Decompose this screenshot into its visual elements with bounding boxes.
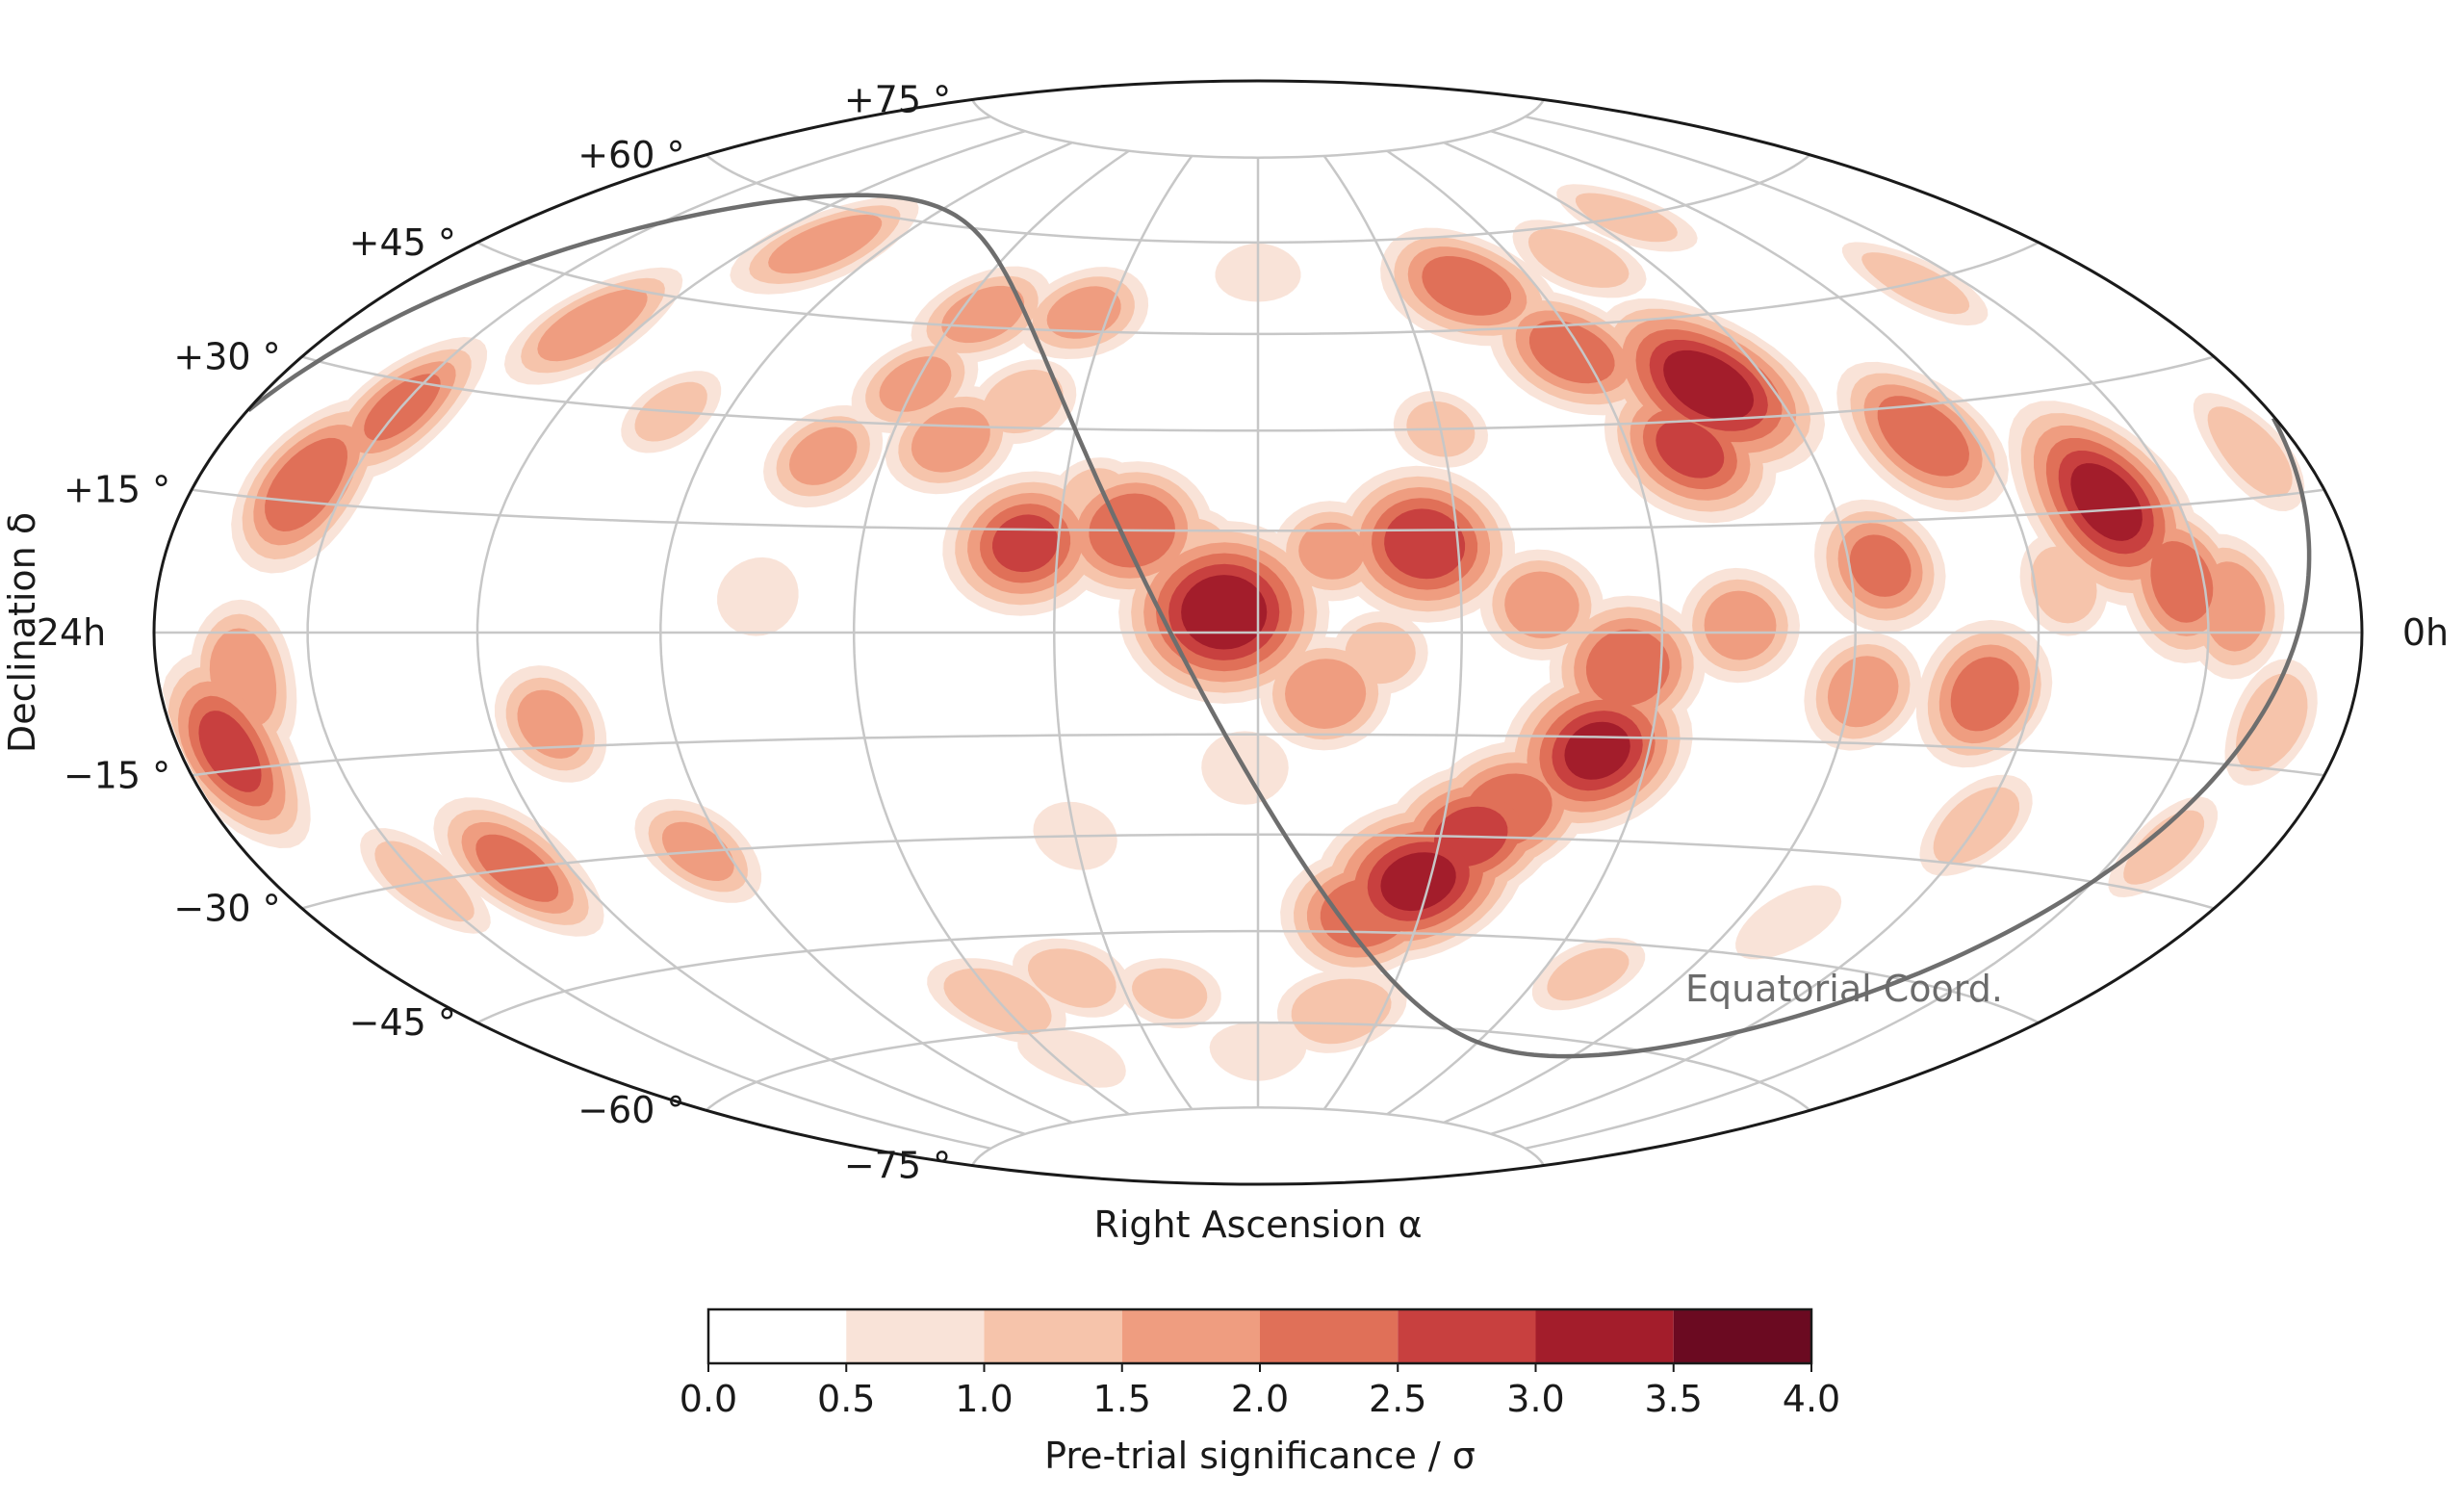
hotspot-blob — [2031, 546, 2097, 624]
colorbar-label: Pre-trial significance / σ — [1044, 1435, 1476, 1477]
dec-tick-label: +60 ° — [578, 134, 684, 176]
dec-tick-label: −45 ° — [349, 1001, 456, 1044]
dec-tick-label: +75 ° — [844, 79, 951, 121]
declination-tick-labels: +75 ° +60 ° +45 ° +30 ° +15 ° −15 ° −30 ° −45 °… — [64, 79, 951, 1187]
dec-tick-label: −60 ° — [578, 1089, 684, 1131]
colorbar-segment — [708, 1309, 847, 1363]
colorbar-segment — [1398, 1309, 1536, 1363]
grid-meridian — [1490, 130, 2040, 1135]
grid-meridian — [475, 130, 1026, 1135]
hotspot-blob — [1380, 852, 1456, 912]
colorbar-tick-label: 0.5 — [817, 1378, 875, 1420]
hotspot-blob — [1028, 948, 1116, 1008]
dec-tick-label: +15 ° — [64, 469, 170, 511]
hotspot-blob — [2070, 463, 2143, 541]
hotspot-blob — [1527, 228, 1630, 288]
grid-meridian — [1322, 155, 1463, 1110]
significance-heatmap — [162, 184, 2318, 1088]
colorbar-tick-label: 3.5 — [1645, 1378, 1703, 1420]
hotspot-blob — [983, 369, 1064, 434]
colorbar-segment — [846, 1309, 985, 1363]
colorbar-segment — [1673, 1309, 1811, 1363]
hotspot-blob — [717, 556, 799, 636]
hotspot-blob — [1950, 657, 2019, 732]
hotspot-blob — [1547, 947, 1630, 1001]
hotspot-blob — [1663, 349, 1755, 421]
hotspot-blob — [1291, 978, 1392, 1045]
colorbar-tick-label: 4.0 — [1783, 1378, 1840, 1420]
hotspot-blob — [2201, 561, 2266, 652]
hotspot-blob — [1528, 321, 1615, 384]
hotspot-blob — [517, 689, 583, 759]
hotspot-blob — [911, 406, 990, 473]
hotspot-blob — [1849, 534, 1912, 597]
y-axis-label: Declination δ — [1, 512, 43, 753]
hotspot-blob — [1827, 656, 1899, 728]
hotspot-blob — [2236, 673, 2308, 772]
hotspot-blob — [789, 427, 858, 485]
grid-meridian — [1443, 141, 1857, 1125]
hotspot-blob — [265, 437, 347, 531]
hotspot-blob — [1181, 575, 1268, 650]
sky-boundary — [152, 79, 2364, 1186]
hotspot-blob — [1877, 396, 1969, 477]
colorbar-segment — [1260, 1309, 1399, 1363]
hotspot-blob — [198, 711, 262, 792]
hotspot-blob — [1585, 629, 1670, 707]
dec-tick-label: −15 ° — [64, 754, 170, 796]
hotspot-blob — [1384, 508, 1466, 580]
galactic-plane-curve — [246, 193, 2312, 1059]
hotspot-blob — [1704, 590, 1777, 660]
hotspot-blob — [1345, 622, 1416, 685]
hotspot-blob — [1298, 522, 1365, 580]
ra-left-label: 24h — [37, 611, 106, 654]
grid-meridian — [1386, 149, 1664, 1116]
hotspot-blob — [2207, 406, 2293, 498]
colorbar-tick-label: 2.5 — [1369, 1378, 1426, 1420]
colorbar-segment — [984, 1309, 1122, 1363]
hotspot-blob — [1656, 420, 1725, 479]
x-axis-label: Right Ascension α — [1093, 1203, 1422, 1246]
hotspot-blob — [1422, 256, 1512, 316]
ra-right-label: 0h — [2402, 611, 2449, 654]
grid-meridian — [659, 141, 1073, 1125]
colorbar-tick-label: 1.5 — [1093, 1378, 1151, 1420]
colorbar-tick-label: 2.0 — [1231, 1378, 1289, 1420]
colorbar-segment — [1121, 1309, 1260, 1363]
coordinate-grid — [154, 98, 2362, 1167]
colorbar-tick-label: 3.0 — [1506, 1378, 1564, 1420]
hotspot-blob — [1285, 659, 1367, 729]
grid-meridian — [1525, 115, 2210, 1151]
grid-meridian — [306, 115, 991, 1151]
hotspot-blob — [2123, 810, 2205, 885]
hotspot-blob — [768, 214, 883, 274]
hotspot-blob — [1046, 286, 1121, 339]
colorbar-tick-label: 1.0 — [955, 1378, 1013, 1420]
hotspot-blob — [2150, 541, 2214, 623]
coordinate-note: Equatorial Coord. — [1685, 968, 2003, 1010]
hotspot-blob — [1504, 571, 1579, 638]
dec-tick-label: +30 ° — [173, 336, 280, 378]
dec-tick-label: +45 ° — [349, 221, 456, 264]
grid-meridian — [852, 149, 1130, 1116]
colorbar: 0.0 0.5 1.0 1.5 2.0 2.5 3.0 3.5 4.0 Pre-trial si… — [680, 1307, 1840, 1477]
hotspot-blob — [1017, 1028, 1126, 1088]
hotspot-blob — [1735, 885, 1842, 960]
hotspot-blob — [1132, 968, 1208, 1020]
colorbar-tick-label: 0.0 — [680, 1378, 737, 1420]
hotspot-blob — [537, 288, 648, 362]
dec-tick-label: −30 ° — [173, 888, 280, 930]
dec-tick-label: −75 ° — [844, 1145, 951, 1187]
colorbar-segment — [1535, 1309, 1674, 1363]
grid-meridian — [1053, 155, 1194, 1110]
